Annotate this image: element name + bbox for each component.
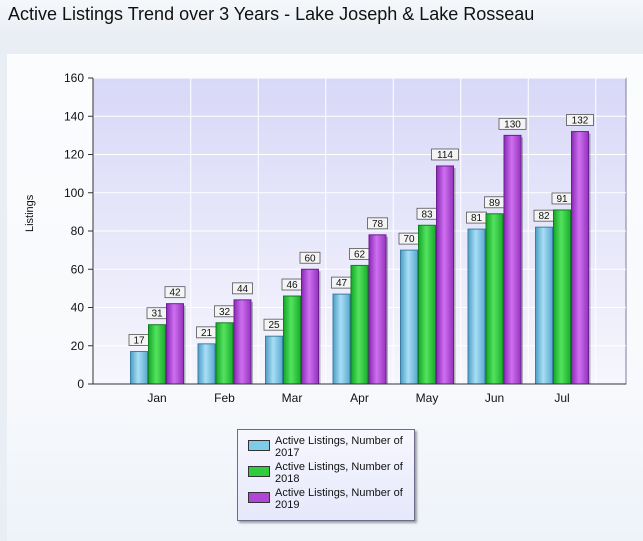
data-label: 70: [403, 234, 415, 245]
bar-apr-series-1: [350, 264, 369, 385]
data-label: 60: [304, 253, 316, 264]
data-label-box: [367, 217, 388, 230]
legend-label-2017: Active Listings, Number of 2017: [275, 435, 403, 459]
y-axis: 0 20 40 60 80 100 120 140 160: [64, 71, 94, 391]
bar-feb-series-2: [233, 299, 252, 385]
legend-label-2019: Active Listings, Number of 2019: [275, 487, 403, 511]
bar-jan-series-1: [148, 324, 166, 385]
bar-jan-series-2: [166, 303, 184, 385]
legend-item-2018: Active Listings, Number of 2018: [248, 461, 408, 487]
bar-jun-series-2: [503, 134, 522, 385]
y-tick-label: 80: [71, 224, 85, 238]
bar-apr-series-2: [368, 234, 387, 385]
y-tick-label: 60: [71, 262, 85, 276]
y-axis-label: Listings: [24, 194, 36, 232]
legend-swatch-2019: [248, 492, 270, 503]
data-label: 130: [504, 119, 521, 130]
bar-jan-series-0: [130, 350, 148, 385]
bar-feb-series-1: [215, 322, 234, 385]
bar-apr-series-0: [332, 293, 351, 385]
bar-may-series-0: [400, 249, 418, 385]
legend-label-2018: Active Listings, Number of 2018: [275, 461, 403, 485]
y-tick-label: 20: [71, 339, 85, 353]
data-label: 44: [237, 284, 249, 295]
data-label: 81: [471, 213, 483, 224]
x-tick-label: Apr: [350, 391, 369, 405]
data-label: 114: [437, 150, 453, 161]
bar-mar-series-1: [283, 295, 301, 385]
bar-jul-series-2: [571, 131, 589, 385]
x-tick-label: Jul: [554, 391, 569, 405]
x-tick-label: Jan: [147, 391, 166, 405]
data-label: 46: [286, 280, 298, 291]
chart-title: Active Listings Trend over 3 Years - Lak…: [8, 4, 535, 24]
y-tick-label: 160: [64, 71, 84, 85]
legend-item-2017: Active Listings, Number of 2017: [248, 435, 408, 461]
bar-mar-series-0: [265, 335, 283, 385]
data-label: 47: [336, 278, 348, 289]
data-label: 31: [151, 309, 163, 320]
bar-feb-series-0: [197, 343, 216, 385]
y-tick-label: 100: [64, 186, 84, 200]
y-tick-label: 40: [71, 301, 85, 315]
x-tick-label: May: [416, 391, 439, 405]
legend-swatch-2018: [248, 466, 270, 477]
data-label: 32: [219, 307, 231, 318]
data-label: 89: [489, 198, 501, 209]
data-label: 78: [372, 219, 384, 230]
data-label-box: [299, 251, 321, 264]
data-label: 132: [572, 116, 589, 127]
bar-may-series-2: [436, 165, 454, 385]
data-label: 25: [268, 320, 280, 331]
legend-item-2019: Active Listings, Number of 2019: [248, 487, 408, 513]
data-label-box: [431, 148, 459, 161]
chart-header: Active Listings Trend over 3 Years - Lak…: [0, 0, 643, 36]
bar-jul-series-0: [535, 226, 553, 385]
x-tick-label: Feb: [214, 391, 235, 405]
bar-may-series-1: [418, 224, 436, 385]
data-label: 17: [133, 335, 145, 346]
data-label: 42: [169, 288, 181, 299]
x-axis: Jan Feb Mar Apr May Jun Jul: [93, 383, 626, 405]
y-tick-label: 0: [77, 377, 84, 391]
y-tick-label: 140: [64, 109, 84, 123]
data-label-box: [232, 282, 253, 295]
y-tick-label: 120: [64, 148, 84, 162]
data-label: 62: [354, 249, 366, 260]
x-tick-label: Mar: [282, 391, 303, 405]
data-label: 21: [201, 328, 213, 339]
bar-mar-series-2: [301, 268, 319, 385]
data-label-box: [498, 117, 527, 130]
data-label-box: [164, 286, 186, 299]
bar-jun-series-0: [467, 228, 486, 385]
data-label: 83: [421, 209, 433, 220]
data-label-box: [566, 114, 594, 126]
legend: Active Listings, Number of 2017 Active L…: [237, 429, 415, 521]
data-label: 82: [538, 211, 550, 222]
x-tick-label: Jun: [485, 391, 504, 405]
bar-jul-series-1: [553, 209, 571, 385]
data-label: 91: [556, 194, 568, 205]
bar-jun-series-1: [485, 213, 504, 385]
legend-swatch-2017: [248, 440, 270, 451]
